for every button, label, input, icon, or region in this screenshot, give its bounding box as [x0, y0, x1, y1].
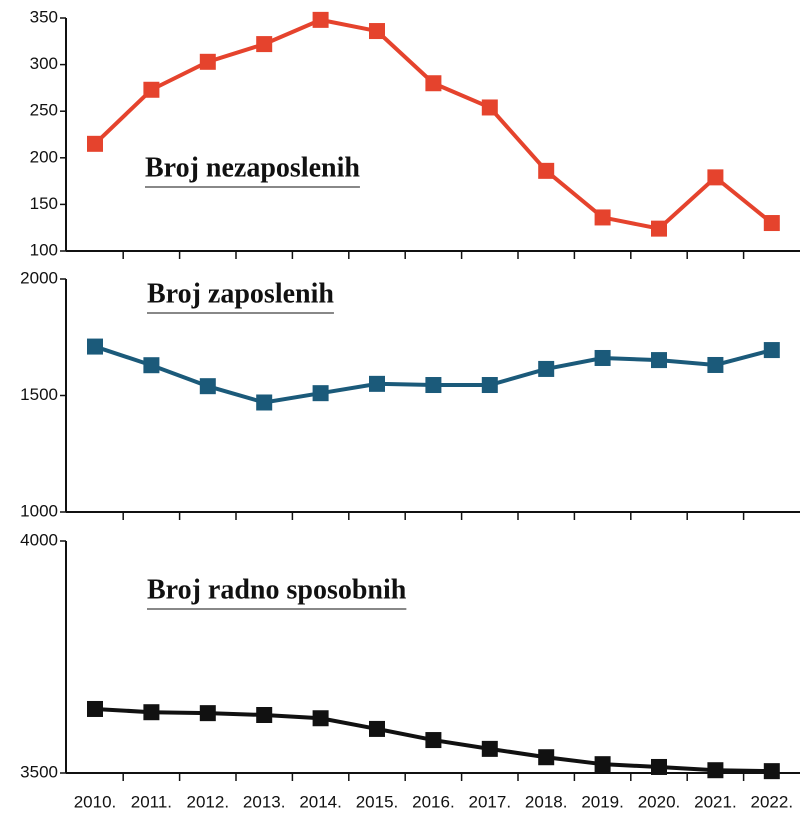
marker — [594, 349, 611, 366]
marker — [707, 356, 724, 373]
marker — [538, 749, 555, 766]
x-tick-label: 2013. — [243, 792, 286, 811]
marker — [707, 762, 724, 779]
marker — [763, 763, 780, 780]
marker — [143, 357, 160, 374]
marker — [481, 99, 498, 116]
marker — [87, 700, 103, 717]
marker — [199, 378, 216, 395]
marker — [594, 209, 611, 226]
x-tick-label: 2010. — [74, 792, 117, 811]
y-tick-label: 4000 — [20, 530, 58, 549]
x-tick-label: 2012. — [187, 792, 230, 811]
x-tick-label: 2011. — [131, 792, 172, 811]
y-tick-label: 150 — [30, 194, 58, 213]
line — [94, 344, 773, 405]
x-tick-label: 2017. — [469, 792, 512, 811]
y-tick-label: 350 — [30, 7, 58, 26]
marker — [369, 375, 385, 392]
y-tick-label: 300 — [30, 54, 58, 73]
line — [93, 17, 774, 231]
x-tick-label: 2019. — [581, 792, 624, 811]
marker — [538, 360, 555, 377]
marker — [481, 740, 498, 757]
y-tick-label: 3500 — [20, 762, 58, 781]
x-tick-label: 2015. — [356, 792, 399, 811]
marker — [651, 220, 667, 237]
marker — [425, 377, 442, 394]
marker — [425, 732, 442, 749]
marker — [87, 135, 103, 152]
x-tick-label: 2020. — [638, 792, 681, 811]
x-tick-label: 2018. — [525, 792, 568, 811]
y-tick-label: 250 — [30, 101, 58, 120]
y-tick-label: 200 — [30, 147, 58, 166]
marker — [199, 705, 216, 722]
marker — [312, 385, 329, 402]
marker — [199, 53, 216, 70]
marker — [481, 377, 498, 394]
marker — [763, 215, 780, 232]
marker — [312, 11, 329, 28]
marker — [369, 720, 385, 737]
x-tick-label: 2016. — [412, 792, 455, 811]
marker — [369, 23, 385, 40]
marker — [707, 169, 724, 186]
y-tick-label: 2000 — [20, 268, 58, 287]
marker — [256, 707, 273, 723]
marker — [143, 81, 160, 98]
y-tick-label: 100 — [30, 240, 58, 259]
marker — [763, 342, 780, 359]
marker — [651, 352, 667, 369]
marker — [651, 758, 667, 775]
x-tick-label: 2014. — [299, 792, 342, 811]
marker — [312, 710, 329, 727]
chart-title: Broj nezaposlenih — [145, 152, 360, 183]
marker — [256, 36, 273, 53]
marker — [87, 338, 103, 355]
y-tick-label: 1000 — [20, 501, 58, 520]
marker — [594, 756, 611, 773]
x-tick-label: 2021. — [694, 792, 737, 811]
marker — [425, 75, 442, 92]
y-tick-label: 1500 — [20, 385, 58, 404]
chart-title: Broj zaposlenih — [147, 278, 334, 309]
chart-title: Broj radno sposobnih — [147, 574, 407, 605]
marker — [256, 394, 273, 411]
marker — [538, 162, 555, 179]
marker — [143, 704, 160, 721]
x-tick-label: 2022. — [751, 792, 794, 811]
